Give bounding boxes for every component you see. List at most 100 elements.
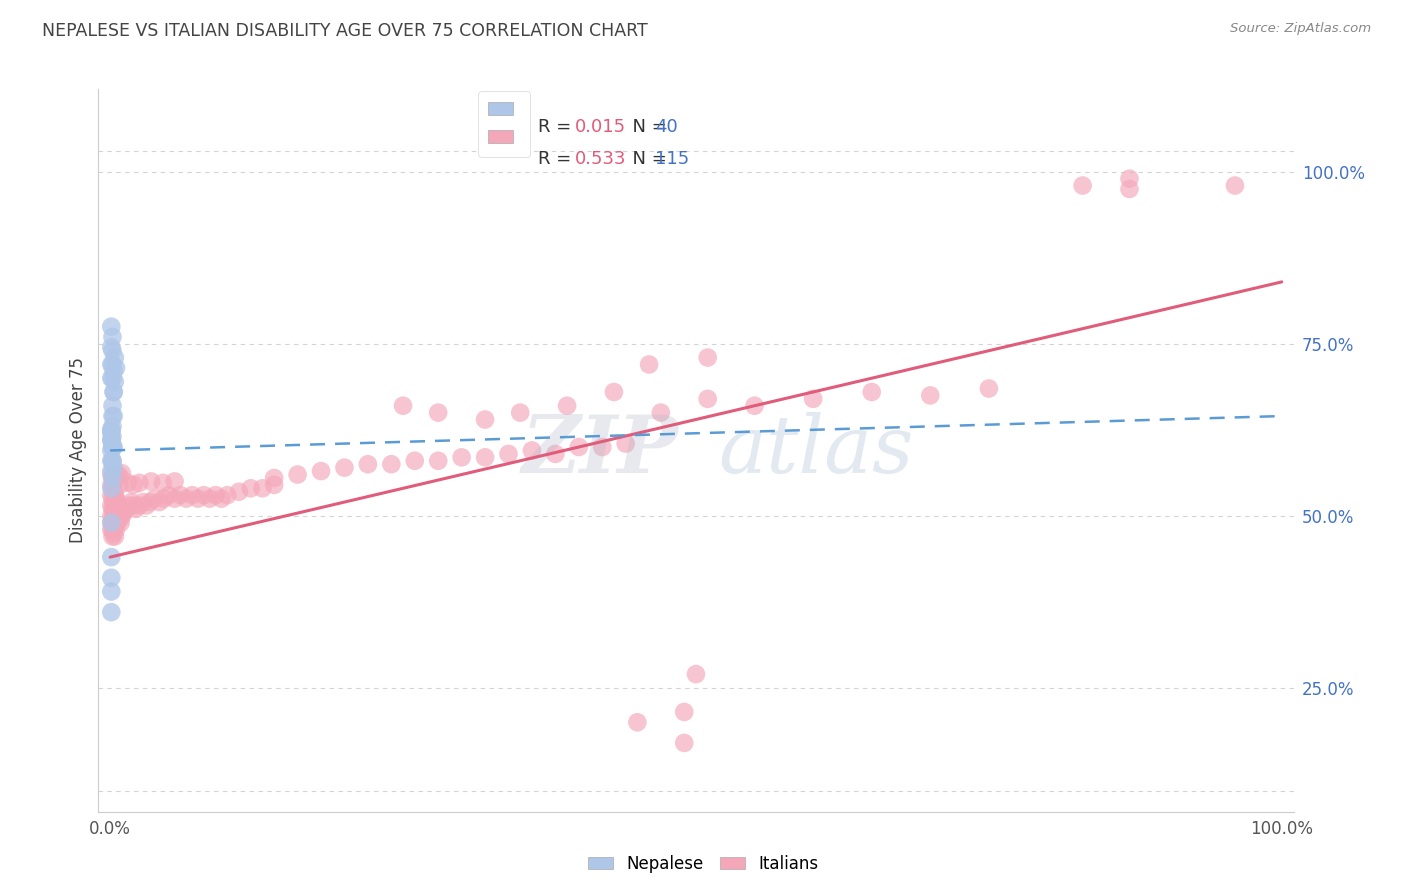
Point bbox=[544, 447, 567, 461]
Text: N =: N = bbox=[621, 150, 672, 168]
Point bbox=[153, 491, 176, 506]
Point bbox=[101, 430, 124, 444]
Point bbox=[103, 505, 125, 519]
Point bbox=[744, 399, 766, 413]
Point bbox=[104, 499, 127, 513]
Point bbox=[309, 464, 332, 478]
Point bbox=[427, 454, 450, 468]
Point bbox=[104, 351, 127, 365]
Point bbox=[128, 499, 150, 513]
Point bbox=[591, 440, 613, 454]
Point bbox=[132, 495, 155, 509]
Point bbox=[103, 364, 125, 378]
Point bbox=[450, 450, 472, 465]
Point bbox=[211, 491, 233, 506]
Point bbox=[118, 499, 141, 513]
Point bbox=[1118, 182, 1140, 196]
Point bbox=[101, 419, 124, 434]
Point bbox=[157, 488, 180, 502]
Point bbox=[100, 426, 122, 441]
Point bbox=[105, 512, 128, 526]
Point bbox=[107, 508, 129, 523]
Point bbox=[100, 371, 122, 385]
Point bbox=[135, 499, 157, 513]
Point bbox=[143, 491, 166, 506]
Point bbox=[228, 484, 250, 499]
Point bbox=[509, 406, 531, 420]
Point bbox=[101, 371, 124, 385]
Point bbox=[100, 454, 122, 468]
Point bbox=[100, 499, 122, 513]
Point bbox=[860, 384, 883, 399]
Point bbox=[128, 475, 150, 490]
Point bbox=[673, 705, 696, 719]
Point bbox=[239, 481, 262, 495]
Text: NEPALESE VS ITALIAN DISABILITY AGE OVER 75 CORRELATION CHART: NEPALESE VS ITALIAN DISABILITY AGE OVER … bbox=[42, 22, 648, 40]
Text: R =: R = bbox=[538, 118, 578, 136]
Point bbox=[263, 478, 285, 492]
Point bbox=[101, 440, 124, 454]
Point bbox=[101, 399, 124, 413]
Point bbox=[920, 388, 942, 402]
Text: Source: ZipAtlas.com: Source: ZipAtlas.com bbox=[1230, 22, 1371, 36]
Point bbox=[100, 358, 122, 372]
Point bbox=[638, 358, 661, 372]
Point bbox=[174, 491, 197, 506]
Point bbox=[125, 502, 148, 516]
Point bbox=[103, 384, 125, 399]
Point bbox=[163, 491, 186, 506]
Point bbox=[685, 667, 707, 681]
Point bbox=[103, 526, 125, 541]
Point bbox=[112, 505, 135, 519]
Point bbox=[696, 392, 718, 406]
Point bbox=[1223, 178, 1246, 193]
Y-axis label: Disability Age Over 75: Disability Age Over 75 bbox=[69, 358, 87, 543]
Point bbox=[163, 475, 186, 489]
Point bbox=[139, 495, 162, 509]
Point bbox=[100, 584, 122, 599]
Point bbox=[101, 440, 124, 454]
Point bbox=[105, 505, 128, 519]
Point bbox=[198, 491, 221, 506]
Point bbox=[104, 469, 127, 483]
Point bbox=[474, 412, 496, 426]
Point bbox=[141, 475, 163, 489]
Point bbox=[103, 495, 125, 509]
Point bbox=[169, 488, 191, 502]
Point bbox=[100, 423, 122, 437]
Point bbox=[108, 512, 131, 526]
Point bbox=[380, 457, 402, 471]
Point bbox=[103, 516, 125, 530]
Point bbox=[104, 519, 127, 533]
Point bbox=[650, 406, 672, 420]
Point bbox=[1071, 178, 1094, 193]
Point bbox=[101, 491, 124, 506]
Point bbox=[101, 409, 124, 423]
Point bbox=[1118, 171, 1140, 186]
Point bbox=[100, 423, 122, 437]
Point bbox=[148, 495, 170, 509]
Text: 0.015: 0.015 bbox=[575, 118, 626, 136]
Point bbox=[357, 457, 380, 471]
Point bbox=[100, 464, 122, 478]
Point bbox=[104, 375, 127, 389]
Point bbox=[603, 384, 626, 399]
Point bbox=[187, 491, 209, 506]
Point bbox=[252, 481, 274, 495]
Point bbox=[111, 508, 134, 523]
Point bbox=[120, 495, 142, 509]
Point bbox=[100, 433, 122, 447]
Point bbox=[568, 440, 591, 454]
Legend: , : , bbox=[478, 91, 530, 157]
Point bbox=[100, 605, 122, 619]
Point bbox=[110, 505, 132, 519]
Point bbox=[100, 571, 122, 585]
Point bbox=[105, 502, 128, 516]
Text: 40: 40 bbox=[655, 118, 678, 136]
Point bbox=[103, 440, 125, 454]
Point bbox=[122, 499, 145, 513]
Point bbox=[287, 467, 309, 482]
Point bbox=[100, 516, 122, 530]
Point bbox=[100, 467, 122, 482]
Point bbox=[801, 392, 824, 406]
